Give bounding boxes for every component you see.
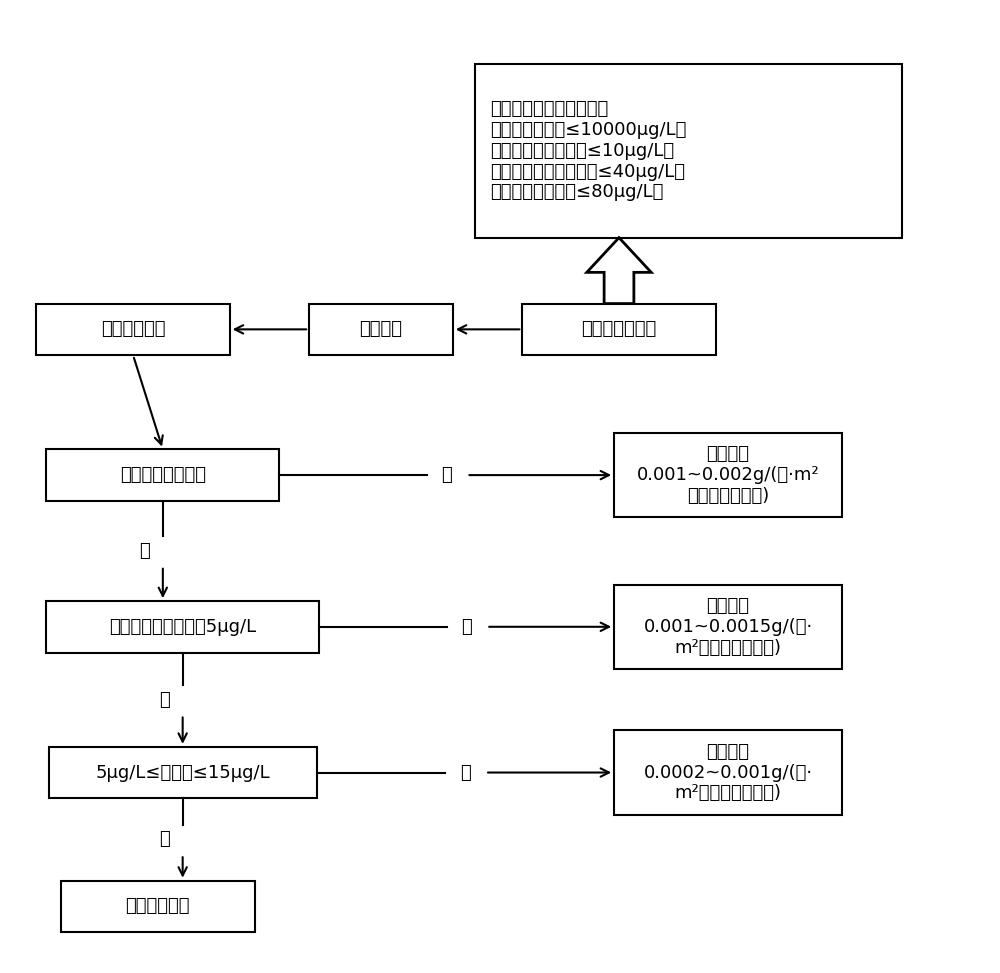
Text: 否: 否 — [159, 691, 170, 708]
Text: 锌浓度＜检测极限: 锌浓度＜检测极限 — [120, 466, 206, 485]
Bar — [61, 881, 255, 932]
Bar — [614, 731, 842, 814]
Text: 否: 否 — [159, 830, 170, 848]
Text: 检测锌的浓度: 检测锌的浓度 — [101, 320, 165, 339]
Text: 锌速度为
0.0002~0.001g/(天·
m²一回路的表面积): 锌速度为 0.0002~0.001g/(天· m²一回路的表面积) — [644, 742, 813, 803]
Bar — [49, 746, 317, 798]
Bar — [614, 433, 842, 518]
Text: 开始加锌: 开始加锌 — [360, 320, 403, 339]
Text: 5μg/L≤锌浓度≤15μg/L: 5μg/L≤锌浓度≤15μg/L — [95, 764, 270, 781]
Text: 检测极限＜锌浓度＜5μg/L: 检测极限＜锌浓度＜5μg/L — [109, 618, 256, 635]
Bar — [522, 304, 716, 355]
Text: 是: 是 — [460, 764, 471, 781]
Text: 否: 否 — [140, 542, 150, 559]
Text: 锌速度为
0.001~0.002g/(天·m²
一回路的表面积): 锌速度为 0.001~0.002g/(天·m² 一回路的表面积) — [637, 446, 819, 505]
Bar — [46, 601, 319, 653]
Bar — [46, 450, 279, 501]
Bar — [36, 304, 230, 355]
Text: 确定余热排出系统退出；
确定活性硅浓度≤10000μg/L；
连续两次确定镍浓度≤10μg/L；
确定一回路钙、镁浓度≤40μg/L；
确定一回路铝浓度≤80μ: 确定余热排出系统退出； 确定活性硅浓度≤10000μg/L； 连续两次确定镍浓度… — [490, 100, 686, 201]
Polygon shape — [587, 237, 651, 304]
Bar — [475, 64, 902, 237]
Bar — [614, 585, 842, 668]
Text: 前提条件的确定: 前提条件的确定 — [581, 320, 657, 339]
Text: 是: 是 — [441, 466, 452, 485]
Bar — [309, 304, 453, 355]
Text: 锌速度为
0.001~0.0015g/(天·
m²一回路的表面积): 锌速度为 0.001~0.0015g/(天· m²一回路的表面积) — [643, 597, 813, 657]
Text: 是: 是 — [461, 618, 472, 635]
Text: 异常处理流程: 异常处理流程 — [126, 897, 190, 916]
